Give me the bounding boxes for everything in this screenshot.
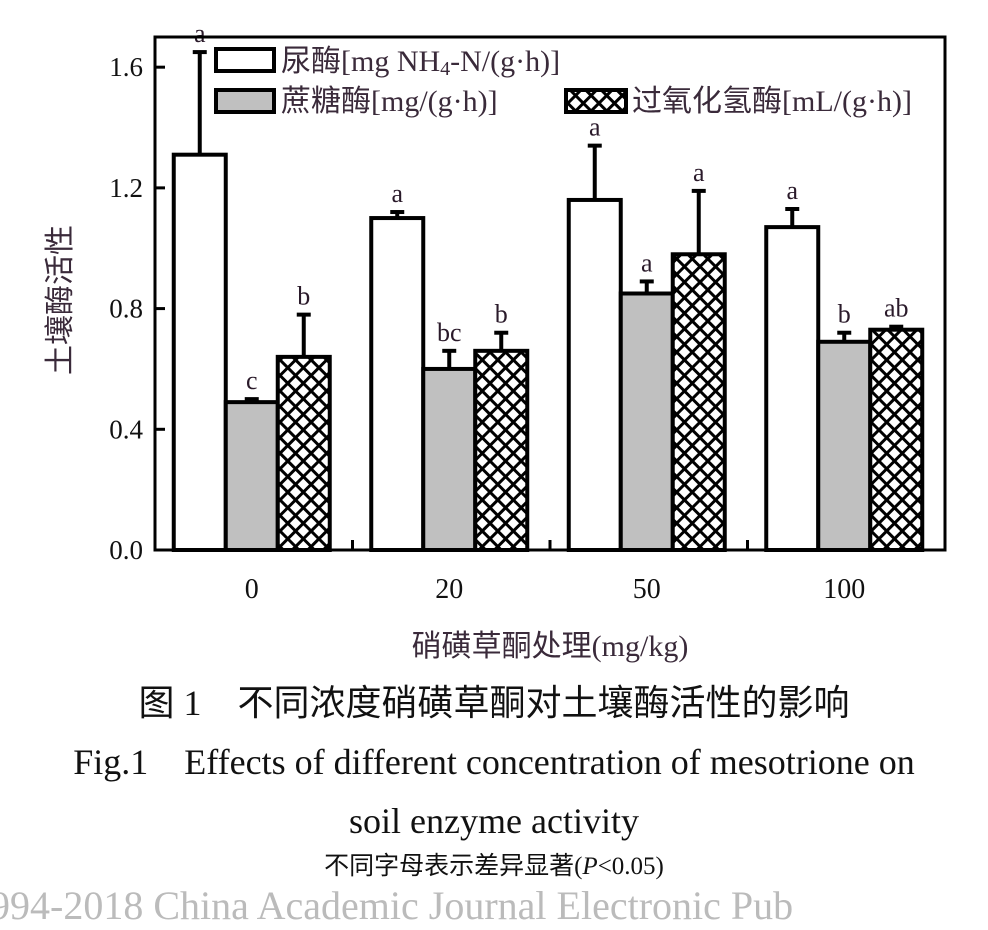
- note-suffix: <0.05): [597, 853, 664, 880]
- x-tick-label: 0: [245, 574, 259, 605]
- significance-letter: b: [297, 282, 310, 311]
- figure-caption-english-line2: soil enzyme activity: [349, 801, 639, 841]
- y-axis-label: 土壤酶活性: [44, 225, 77, 375]
- y-tick-label: 0.0: [109, 535, 143, 565]
- bar: [816, 339, 873, 552]
- legend-label-sucrase: 蔗糖酶[mg/(g·h)]: [281, 85, 498, 118]
- x-tick-label: 50: [633, 574, 661, 605]
- legend-swatch-sucrase: [214, 88, 276, 114]
- legend-swatch-urease: [214, 47, 276, 73]
- significance-letter: b: [838, 300, 851, 329]
- legend-label-catalase: 过氧化氢酶[mL/(g·h)]: [632, 85, 912, 118]
- y-tick-label: 0.8: [109, 294, 143, 324]
- significance-letter: a: [194, 19, 206, 48]
- note-prefix: 不同字母表示差异显著(: [324, 853, 583, 880]
- legend-label-urease: 尿酶[mg NH4-N/(g·h)]: [281, 45, 560, 80]
- figure-caption-english-line1: Fig.1 Effects of different concentration…: [73, 742, 915, 782]
- y-tick-label: 0.4: [109, 414, 143, 444]
- bar: [566, 197, 623, 552]
- plot-frame: [153, 35, 947, 552]
- significance-letter: c: [246, 366, 258, 395]
- y-tick-label: 1.6: [109, 52, 143, 82]
- x-tick-label: 20: [435, 574, 463, 605]
- bar: [421, 366, 478, 552]
- y-tick-label: 1.2: [109, 173, 143, 203]
- bar: [369, 216, 426, 552]
- significance-letter: b: [495, 300, 508, 329]
- bar: [171, 152, 228, 552]
- bar: [618, 291, 675, 552]
- bar: [275, 354, 332, 552]
- bar: [764, 225, 821, 553]
- figure-caption-chinese: 图 1 不同浓度硝磺草酮对土壤酶活性的影响: [138, 683, 850, 723]
- significance-letter: a: [641, 248, 653, 277]
- significance-letter: ab: [884, 294, 909, 323]
- watermark: 994-2018 China Academic Journal Electron…: [0, 883, 794, 928]
- significance-note: 不同字母表示差异显著(P<0.05): [0, 853, 988, 881]
- bar: [223, 400, 280, 552]
- bar: [670, 252, 727, 552]
- significance-letter: a: [589, 113, 601, 142]
- significance-letter: bc: [437, 318, 462, 347]
- legend: 尿酶[mg NH4-N/(g·h)] 蔗糖酶[mg/(g·h)] 过氧化氢酶[m…: [214, 45, 912, 118]
- bar: [473, 348, 530, 552]
- significance-letter: a: [391, 179, 403, 208]
- x-axis-label: 硝磺草酮处理(mg/kg): [412, 630, 689, 663]
- significance-letter: a: [786, 176, 798, 205]
- note-p: P: [582, 853, 598, 880]
- bar: [868, 327, 925, 552]
- significance-letter: a: [693, 158, 705, 187]
- x-tick-label: 100: [823, 574, 865, 605]
- legend-swatch-catalase: [564, 88, 628, 114]
